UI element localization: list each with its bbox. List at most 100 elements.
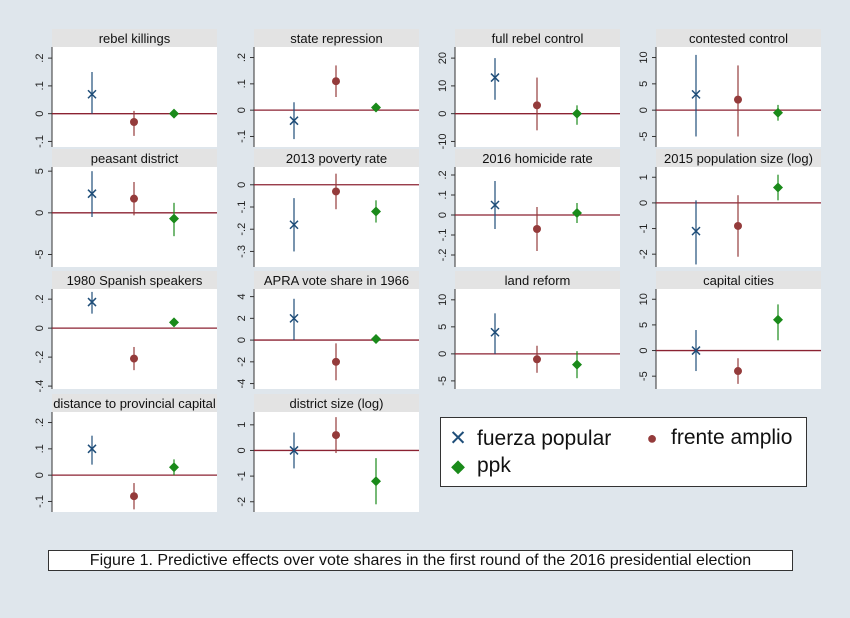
y-tick-label: -4 [236, 379, 248, 389]
y-tick-label: -5 [34, 250, 46, 260]
y-tick-label: .1 [236, 79, 248, 88]
panel-title-strip [254, 271, 419, 289]
point-estimate-circle [130, 194, 138, 203]
point-estimate-diamond [169, 213, 179, 224]
panel: capital cities -5 0 5 10 [638, 271, 821, 389]
panel: 2013 poverty rate -.3 -.2 -.1 0 [236, 149, 419, 267]
y-tick-label: 0 [638, 107, 650, 113]
point-estimate-x [691, 89, 701, 99]
point-estimate-x [289, 445, 299, 455]
point-estimate-diamond [773, 107, 783, 118]
y-tick-label: 0 [34, 210, 46, 216]
y-tick-label: 0 [236, 337, 248, 343]
legend-item-ppk: ◆ ppk [447, 454, 511, 478]
panel-title-strip [254, 149, 419, 167]
panel: district size (log) -2 -1 0 1 [236, 394, 419, 512]
point-estimate-diamond [371, 476, 381, 487]
panel: peasant district -5 0 5 [34, 149, 217, 267]
x-marker-icon: ✕ [449, 427, 467, 450]
point-estimate-diamond [169, 317, 179, 328]
y-tick-label: .1 [34, 81, 46, 90]
panel-title: 2016 homicide rate [482, 151, 593, 166]
point-estimate-x [87, 297, 97, 307]
y-tick-label: .2 [34, 295, 46, 304]
panel-title-strip [455, 29, 620, 47]
panel-title-strip [254, 394, 419, 412]
panel-title: APRA vote share in 1966 [264, 273, 409, 288]
y-tick-label: -2 [236, 497, 248, 507]
panel-title: distance to provincial capital [53, 396, 216, 411]
panel-title-strip [52, 29, 217, 47]
y-tick-label: 0 [236, 447, 248, 453]
y-tick-label: -.2 [236, 223, 248, 236]
legend: ✕ fuerza popular ● frente amplio ◆ ppk [440, 417, 807, 487]
point-estimate-circle [332, 357, 340, 366]
panel-title-strip [656, 271, 821, 289]
point-estimate-circle [734, 367, 742, 376]
y-tick-label: -2 [236, 357, 248, 367]
point-estimate-circle [130, 492, 138, 501]
y-tick-label: 0 [34, 325, 46, 331]
point-estimate-circle [533, 101, 541, 110]
panel-title-strip [52, 394, 217, 412]
y-tick-label: 5 [34, 168, 46, 174]
y-tick-label: -.1 [34, 495, 46, 508]
point-estimate-diamond [572, 359, 582, 370]
point-estimate-diamond [572, 108, 582, 119]
point-estimate-diamond [371, 206, 381, 217]
y-tick-label: 0 [638, 347, 650, 353]
point-estimate-x [490, 73, 500, 83]
panel-title-strip [254, 29, 419, 47]
y-tick-label: -1 [236, 471, 248, 481]
y-tick-label: -.2 [34, 351, 46, 364]
point-estimate-x [691, 346, 701, 356]
y-tick-label: 1 [638, 174, 650, 180]
point-estimate-diamond [773, 182, 783, 193]
y-tick-label: 1 [236, 422, 248, 428]
point-estimate-circle [332, 187, 340, 196]
y-tick-label: .2 [34, 418, 46, 427]
y-tick-label: 2 [236, 315, 248, 321]
y-tick-label: -.4 [34, 380, 46, 393]
panel-title: land reform [505, 273, 571, 288]
legend-label: ppk [477, 454, 511, 477]
point-estimate-circle [533, 355, 541, 364]
panel-title-strip [656, 149, 821, 167]
point-estimate-x [490, 200, 500, 210]
panel: land reform -5 0 5 10 [437, 271, 620, 389]
y-tick-label: 20 [437, 52, 449, 64]
panel: contested control -5 0 5 10 [638, 29, 821, 147]
panel-title: 2015 population size (log) [664, 151, 813, 166]
point-estimate-x [289, 313, 299, 323]
point-estimate-x [490, 327, 500, 337]
y-tick-label: .2 [437, 170, 449, 179]
panel-title-strip [455, 271, 620, 289]
y-tick-label: -.3 [236, 245, 248, 258]
panel-title: district size (log) [290, 396, 384, 411]
panel-title-strip [52, 149, 217, 167]
plot-area [455, 289, 620, 389]
legend-label: fuerza popular [477, 426, 612, 450]
point-estimate-diamond [371, 334, 381, 344]
plot-area [52, 289, 217, 389]
panel-title: 2013 poverty rate [286, 151, 387, 166]
y-tick-label: -.1 [34, 135, 46, 148]
legend-item-fuerza-popular: ✕ fuerza popular [447, 426, 611, 451]
y-tick-label: 5 [638, 81, 650, 87]
point-estimate-x [691, 226, 701, 236]
panel-title-strip [656, 29, 821, 47]
y-tick-label: .1 [34, 444, 46, 453]
point-estimate-circle [734, 95, 742, 104]
panel-title: capital cities [703, 273, 774, 288]
point-estimate-x [87, 89, 97, 99]
y-tick-label: 0 [236, 107, 248, 113]
point-estimate-circle [332, 77, 340, 86]
y-tick-label: .2 [236, 53, 248, 62]
panel: 2016 homicide rate -.2 -.1 0 .1 .2 [437, 149, 620, 267]
y-tick-label: 0 [437, 351, 449, 357]
y-tick-label: -2 [638, 249, 650, 259]
panel: rebel killings -.1 0 .1 .2 [34, 29, 217, 148]
y-tick-label: 5 [437, 324, 449, 330]
y-tick-label: -5 [638, 132, 650, 142]
point-estimate-diamond [371, 102, 381, 113]
